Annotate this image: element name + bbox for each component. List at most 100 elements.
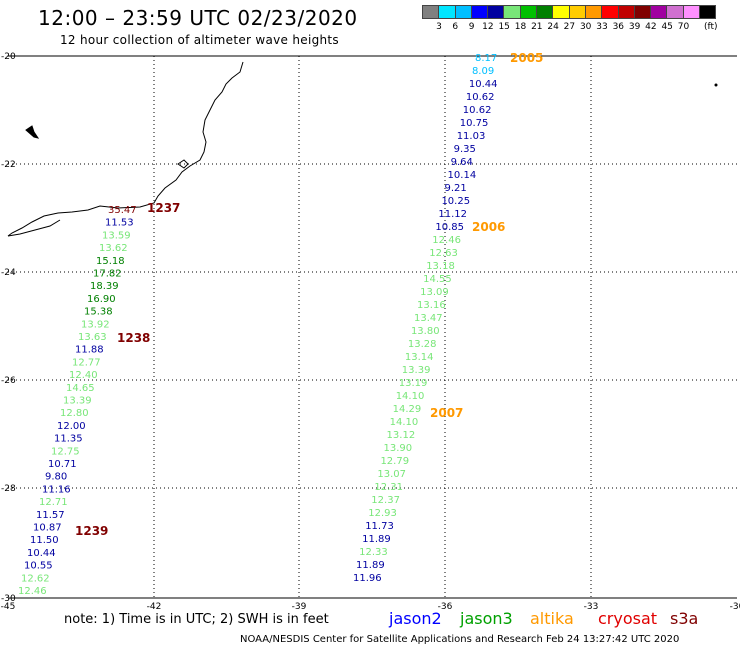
time-marker: 1238 bbox=[117, 331, 150, 345]
track-west-point: 12.00 bbox=[57, 421, 86, 432]
track-east-point: 12.33 bbox=[359, 547, 388, 558]
track-east-point: 12.37 bbox=[371, 495, 400, 506]
color-scale-unit: (ft) bbox=[704, 22, 718, 32]
track-east-point: 13.09 bbox=[420, 287, 449, 298]
footer-credit: NOAA/NESDIS Center for Satellite Applica… bbox=[240, 634, 680, 645]
track-east-point: 8.17 bbox=[475, 53, 497, 64]
time-marker: 1239 bbox=[75, 524, 108, 538]
track-east-point: 11.89 bbox=[362, 534, 391, 545]
scale-label: 6 bbox=[452, 22, 459, 32]
scale-label: 9 bbox=[468, 22, 475, 32]
track-east-point: 13.14 bbox=[405, 352, 434, 363]
track-east-point: 11.12 bbox=[438, 209, 467, 220]
track-east-point: 10.14 bbox=[448, 170, 477, 181]
track-west-point: 14.65 bbox=[66, 383, 95, 394]
time-marker: 2006 bbox=[472, 220, 505, 234]
legend-jason3: jason3 bbox=[460, 609, 513, 628]
track-west-point: 9.80 bbox=[45, 472, 67, 483]
scale-label: 39 bbox=[628, 22, 641, 32]
track-west-point: 12.77 bbox=[72, 357, 101, 368]
track-west-point: 12.75 bbox=[51, 446, 80, 457]
track-east-point: 12.31 bbox=[374, 482, 403, 493]
map-frame bbox=[8, 55, 737, 599]
track-east-point: 13.47 bbox=[414, 313, 443, 324]
track-west-point: 11.57 bbox=[36, 510, 65, 521]
lon-label: -36 bbox=[438, 602, 453, 612]
scale-label: 24 bbox=[547, 22, 559, 32]
track-east-point: 10.62 bbox=[463, 105, 492, 116]
track-west-point: 11.88 bbox=[75, 345, 104, 356]
scale-label: 12 bbox=[482, 22, 494, 32]
lon-label: -30 bbox=[730, 602, 740, 612]
track-west-point: 16.90 bbox=[87, 294, 116, 305]
color-scale bbox=[422, 5, 717, 19]
track-east-point: 10.25 bbox=[441, 196, 470, 207]
coastline bbox=[7, 61, 718, 237]
track-east-point: 11.03 bbox=[457, 131, 486, 142]
lat-label: -22 bbox=[1, 160, 16, 170]
grid-lines bbox=[8, 56, 737, 598]
coastline-path bbox=[7, 61, 244, 237]
track-west-point: 15.18 bbox=[96, 256, 125, 267]
track-west-point: 12.71 bbox=[39, 497, 68, 508]
track-east-point: 13.07 bbox=[377, 469, 406, 480]
track-east-point: 12.46 bbox=[432, 235, 461, 246]
track-west-point: 18.39 bbox=[90, 281, 119, 292]
track-west-point: 10.87 bbox=[33, 523, 62, 534]
legend-cryosat: cryosat bbox=[598, 609, 658, 628]
track-east-point: 12.79 bbox=[380, 456, 409, 467]
track-east-point: 14.10 bbox=[390, 417, 419, 428]
track-west-point: 12.40 bbox=[69, 370, 98, 381]
track-east-point: 10.62 bbox=[466, 92, 495, 103]
track-east-point: 11.89 bbox=[356, 560, 385, 571]
scale-label: 30 bbox=[579, 22, 592, 32]
time-marker: 2005 bbox=[510, 51, 543, 65]
scale-label: 27 bbox=[563, 22, 576, 32]
track-west-point: 15.38 bbox=[84, 307, 113, 318]
scale-label: 18 bbox=[514, 22, 527, 32]
lat-label: -30 bbox=[1, 594, 16, 604]
coastline-path bbox=[7, 219, 61, 237]
track-west-point: 13.39 bbox=[63, 396, 92, 407]
chart-subtitle: 12 hour collection of altimeter wave hei… bbox=[60, 33, 339, 47]
lon-label: -42 bbox=[147, 602, 162, 612]
track-west-point: 13.63 bbox=[78, 332, 107, 343]
track-east-point: 13.12 bbox=[387, 430, 416, 441]
track-west-point: 10.71 bbox=[48, 459, 77, 470]
track-east-point: 13.19 bbox=[399, 378, 428, 389]
lon-label: -45 bbox=[1, 602, 16, 612]
lat-label: -28 bbox=[1, 484, 16, 494]
track-west-point: 10.44 bbox=[27, 548, 56, 559]
axis-labels: -20-22-24-26-28-30-45-42-39-36-33-30 bbox=[1, 52, 740, 612]
scale-label: 36 bbox=[612, 22, 625, 32]
lat-label: -24 bbox=[1, 268, 16, 278]
scale-label: 15 bbox=[498, 22, 510, 32]
track-east-point: 13.18 bbox=[426, 261, 455, 272]
track-west-point: 11.35 bbox=[54, 434, 83, 445]
track-east-point: 14.10 bbox=[396, 391, 425, 402]
track-east-point: 10.44 bbox=[469, 79, 498, 90]
track-east-point: 11.73 bbox=[365, 521, 394, 532]
track-west-point: 11.53 bbox=[105, 218, 134, 229]
track-west-point: 11.16 bbox=[42, 484, 71, 495]
time-marker: 1237 bbox=[147, 201, 180, 215]
track-east-point: 12.63 bbox=[429, 248, 458, 259]
track-west-point: 13.92 bbox=[81, 319, 110, 330]
scale-label: 33 bbox=[596, 22, 608, 32]
track-west-point: 11.50 bbox=[30, 535, 59, 546]
track-west-point: 12.46 bbox=[18, 586, 47, 597]
track-east-point: 10.85 bbox=[435, 222, 464, 233]
track-east-point: 12.93 bbox=[368, 508, 397, 519]
legend-s3a: s3a bbox=[670, 609, 699, 628]
track-east-point: 13.80 bbox=[411, 326, 440, 337]
track-west-point: 10.55 bbox=[24, 561, 53, 572]
track-west-point: 13.59 bbox=[102, 230, 131, 241]
footer-note: note: 1) Time is in UTC; 2) SWH is in fe… bbox=[64, 612, 329, 627]
track-east-point: 8.09 bbox=[472, 66, 494, 77]
chart-title: 12:00 – 23:59 UTC 02/23/2020 bbox=[38, 6, 358, 30]
track-west-point: 13.62 bbox=[99, 243, 128, 254]
island-path bbox=[25, 125, 40, 139]
track-west-point: 35.47 bbox=[108, 205, 137, 216]
track-west-point: 12.80 bbox=[60, 408, 89, 419]
